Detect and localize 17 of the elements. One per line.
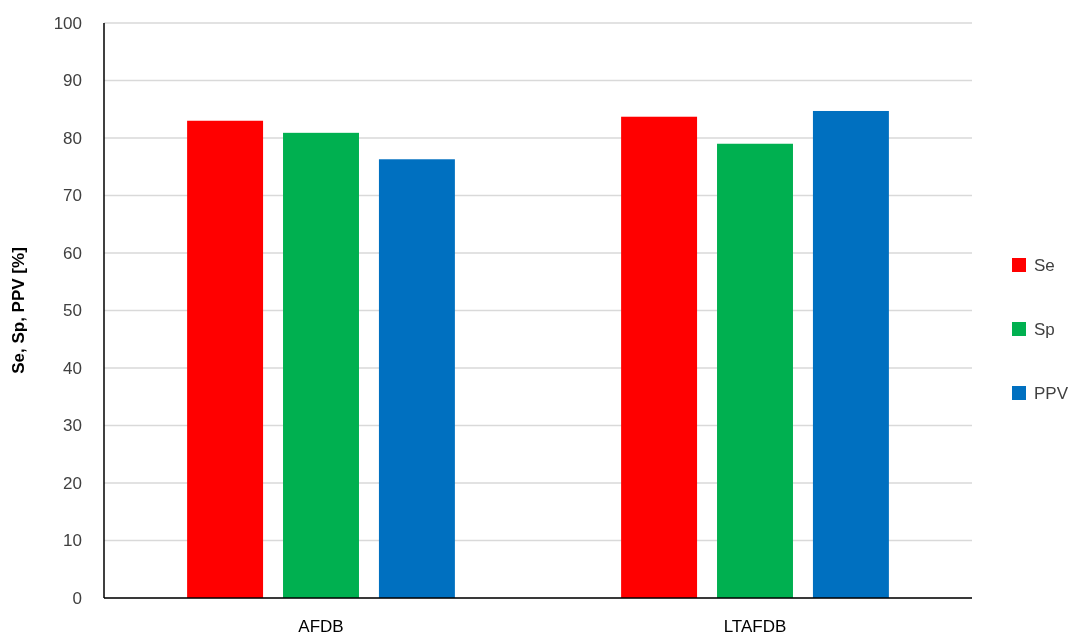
y-tick-label: 50 <box>63 301 82 321</box>
y-axis-title: Se, Sp, PPV [%] <box>9 247 28 374</box>
y-tick-label: 40 <box>63 358 82 378</box>
legend-label: PPV <box>1034 383 1069 403</box>
legend-label: Sp <box>1034 319 1055 339</box>
y-tick-label: 0 <box>72 588 82 608</box>
y-tick-label: 100 <box>53 13 82 33</box>
legend-label: Se <box>1034 255 1055 275</box>
y-tick-label: 30 <box>63 416 82 436</box>
y-tick-label: 70 <box>63 186 82 206</box>
y-tick-label: 10 <box>63 531 82 551</box>
y-tick-label: 20 <box>63 473 82 493</box>
y-tick-label: 60 <box>63 243 82 263</box>
y-tick-label: 80 <box>63 128 82 148</box>
x-tick-label: LTAFDB <box>723 617 787 636</box>
x-tick-label: AFDB <box>298 617 344 636</box>
y-tick-label: 90 <box>63 71 82 91</box>
